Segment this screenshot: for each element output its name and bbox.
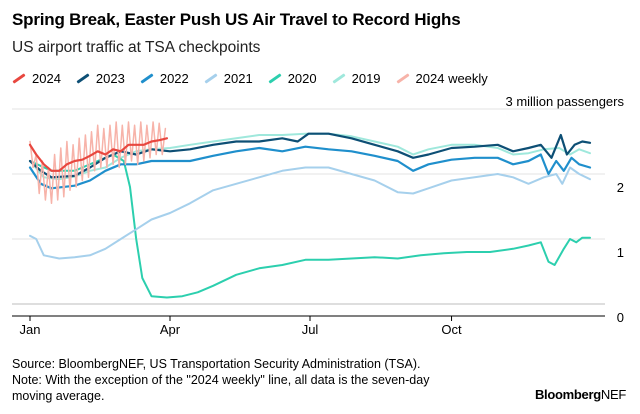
y-tick-label: 0 <box>617 310 624 325</box>
chart-title: Spring Break, Easter Push US Air Travel … <box>12 10 461 29</box>
x-tick-label: Oct <box>441 322 462 337</box>
legend-item-2022: 2022 <box>140 71 189 86</box>
bloombergnef-logo: BloombergNEF <box>535 387 626 402</box>
chart-legend: 2024 2023 2022 2021 2020 2019 2024 weekly <box>12 71 503 86</box>
legend-label: 2020 <box>287 71 317 86</box>
y-tick-label: 1 <box>617 245 624 260</box>
series-line-2024 <box>28 137 168 172</box>
legend-item-2024-weekly: 2024 weekly <box>395 71 488 86</box>
legend-swatch <box>395 73 410 84</box>
series-line-2021 <box>29 166 591 260</box>
note-line-1: Note: With the exception of the "2024 we… <box>12 373 430 387</box>
y-tick-label: 3 million passengers <box>505 94 624 109</box>
legend-swatch <box>140 73 154 84</box>
legend-label: 2019 <box>351 71 381 86</box>
x-tick-label: Apr <box>160 322 181 337</box>
legend-label: 2021 <box>223 71 253 86</box>
series-line-2024-weekly <box>29 121 167 205</box>
legend-item-2021: 2021 <box>204 71 253 86</box>
legend-swatch <box>332 73 346 84</box>
series-line-2022 <box>28 145 592 190</box>
legend-item-2023: 2023 <box>76 71 125 86</box>
brand-light: NEF <box>600 387 626 402</box>
legend-swatch <box>12 73 26 84</box>
x-tick-label: Jul <box>302 322 319 337</box>
legend-item-2019: 2019 <box>332 71 381 86</box>
legend-swatch <box>268 73 282 84</box>
chart-subtitle: US airport traffic at TSA checkpoints <box>12 39 261 56</box>
y-tick-label: 2 <box>617 180 624 195</box>
legend-label: 2024 weekly <box>415 71 488 86</box>
note-line-2: moving average. <box>12 389 105 403</box>
legend-label: 2024 <box>32 71 61 86</box>
legend-swatch <box>76 73 90 84</box>
source-note: Source: BloombergNEF, US Transportation … <box>12 356 429 404</box>
x-tick-label: Jan <box>20 322 41 337</box>
source-line: Source: BloombergNEF, US Transportation … <box>12 357 421 371</box>
legend-swatch <box>204 73 218 84</box>
brand-bold: Bloomberg <box>534 387 601 402</box>
series-line-2020 <box>29 153 591 299</box>
legend-item-2024: 2024 <box>12 71 61 86</box>
legend-item-2020: 2020 <box>268 71 317 86</box>
legend-label: 2022 <box>159 71 189 86</box>
series-line-2023 <box>28 132 592 179</box>
legend-label: 2023 <box>95 71 125 86</box>
line-chart: 0 1 2 3 million passengers Jan Apr Jul Oct <box>12 94 624 337</box>
